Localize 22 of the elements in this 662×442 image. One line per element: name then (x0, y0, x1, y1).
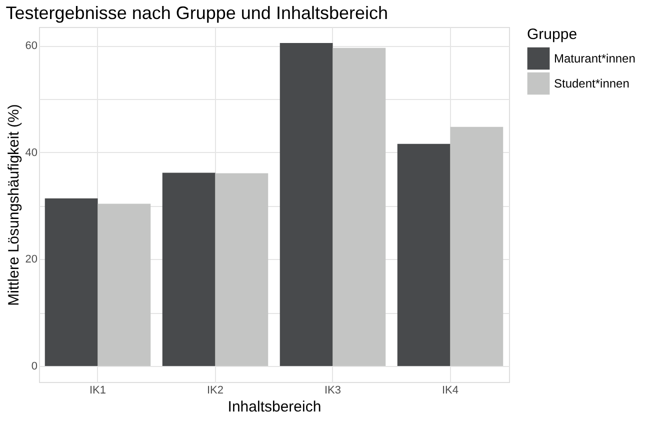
bar (44, 198, 98, 366)
bar (162, 172, 216, 366)
bar (450, 126, 504, 366)
y-tick-label: 40 (25, 146, 38, 159)
bar (332, 48, 386, 366)
x-axis-title: Inhaltsbereich (228, 398, 322, 416)
legend-title: Gruppe (527, 26, 578, 43)
bar (280, 43, 333, 366)
y-axis-title: Mittlere Lösungshäufigkeit (%) (5, 104, 22, 306)
x-tick-label: IK1 (89, 384, 106, 396)
bar (215, 173, 268, 366)
bar (98, 204, 151, 366)
y-tick-label: 20 (25, 254, 38, 266)
x-tick-label: IK4 (442, 384, 459, 396)
bar (397, 144, 450, 366)
x-tick-label: IK3 (324, 384, 342, 396)
legend-label: Maturant*innen (554, 52, 636, 66)
x-tick-label: IK2 (206, 384, 224, 396)
y-tick-label: 60 (25, 40, 38, 52)
y-tick-label: 0 (31, 360, 38, 372)
chart-title: Testergebnisse nach Gruppe und Inhaltsbereich (6, 3, 388, 23)
legend-label: Student*innen (554, 76, 630, 90)
